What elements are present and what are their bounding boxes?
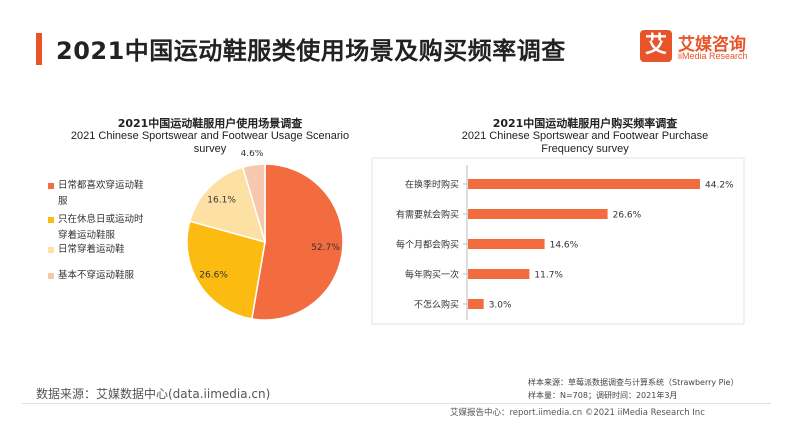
bar-data-label: 14.6%	[550, 241, 579, 251]
usage-chart-title-en-2: survey	[193, 143, 227, 155]
logo-text-en: iiMedia Research	[678, 51, 748, 61]
logo-text-cn: 艾媒咨询	[678, 35, 746, 55]
frequency-bar-chart: 在换季时购买 44.2% 有需要就会购买 26.6% 每个月都会购买 14.6% 每年购买一…	[371, 157, 745, 325]
usage-chart-title-cn: 2021中国运动鞋服用户使用场景调查	[117, 117, 303, 130]
legend-label: 服	[58, 196, 68, 207]
bar	[468, 239, 545, 249]
page-title: 2021中国运动鞋服类使用场景及购买频率调查	[56, 37, 566, 65]
logo-mark-icon: 艾	[640, 30, 672, 62]
legend-label: 只在休息日或运动时	[58, 214, 144, 225]
sample-info: 样本量：N=708；调研时间：2021年3月	[528, 391, 678, 400]
bar	[468, 179, 700, 189]
pie-data-label: 52.7%	[311, 243, 340, 253]
bar	[468, 209, 608, 219]
bar-category-label: 有需要就会购买	[396, 209, 459, 221]
frequency-chart-title: 2021中国运动鞋服用户购买频率调查 2021 Chinese Sportswe…	[400, 117, 770, 156]
bar-data-label: 44.2%	[705, 181, 734, 191]
usage-chart-title-en-1: 2021 Chinese Sportswear and Footwear Usa…	[70, 130, 350, 142]
legend-label: 日常都喜欢穿运动鞋	[58, 180, 144, 191]
pie-data-label: 16.1%	[207, 195, 236, 205]
legend-swatch	[48, 247, 54, 253]
bar-category-label: 不怎么购买	[414, 299, 459, 311]
legend-label: 日常穿着运动鞋	[58, 244, 125, 255]
frequency-chart-title-cn: 2021中国运动鞋服用户购买频率调查	[492, 117, 678, 130]
pie-slice	[188, 166, 267, 244]
pie-slice	[186, 220, 266, 320]
title-accent-bar	[36, 33, 42, 65]
pie-slice	[250, 163, 344, 321]
pie-legend: 日常都喜欢穿运动鞋服只在休息日或运动时 穿着运动鞋服 日常穿着运动鞋 基本不穿运动鞋服	[48, 178, 183, 286]
legend-item: 日常穿着运动鞋	[48, 242, 183, 258]
bar-plot-frame	[371, 157, 745, 325]
brand-logo: 艾 艾媒咨询 iiMedia Research	[640, 30, 770, 64]
bar-data-label: 11.7%	[534, 271, 563, 281]
legend-swatch	[48, 217, 54, 223]
pie-data-label: 4.6%	[241, 150, 264, 159]
legend-swatch	[48, 273, 54, 279]
bar-data-label: 26.6%	[613, 211, 642, 221]
footer-divider	[22, 403, 771, 404]
data-source: 数据来源：艾媒数据中心(data.iimedia.cn)	[36, 387, 271, 401]
pie-data-label: 26.6%	[199, 271, 228, 281]
legend-item: 只在休息日或运动时 穿着运动鞋服	[48, 212, 183, 244]
frequency-chart-title-en-2: Frequency survey	[541, 143, 629, 155]
frequency-chart-title-en-1: 2021 Chinese Sportswear and Footwear Pur…	[461, 130, 709, 142]
bar	[468, 269, 530, 279]
legend-item: 日常都喜欢穿运动鞋服	[48, 178, 183, 210]
legend-swatch	[48, 183, 54, 189]
bar-category-label: 每个月都会购买	[396, 239, 459, 251]
sample-source: 样本来源：草莓派数据调查与计算系统（Strawberry Pie）	[528, 378, 739, 387]
bar	[468, 299, 484, 309]
report-center-footer: 艾媒报告中心：report.iimedia.cn ©2021 iiMedia R…	[450, 408, 705, 418]
bar-category-label: 每年购买一次	[405, 269, 459, 281]
pie-slice	[241, 163, 266, 243]
legend-label: 基本不穿运动鞋服	[58, 270, 135, 281]
legend-item: 基本不穿运动鞋服	[48, 268, 183, 284]
legend-label: 穿着运动鞋服	[58, 230, 116, 241]
usage-pie-chart: 52.7% 26.6% 16.1% 4.6%	[186, 150, 344, 321]
bar-category-label: 在换季时购买	[405, 179, 459, 191]
usage-chart-title: 2021中国运动鞋服用户使用场景调查 2021 Chinese Sportswe…	[40, 117, 380, 156]
bar-data-label: 3.0%	[489, 301, 512, 311]
